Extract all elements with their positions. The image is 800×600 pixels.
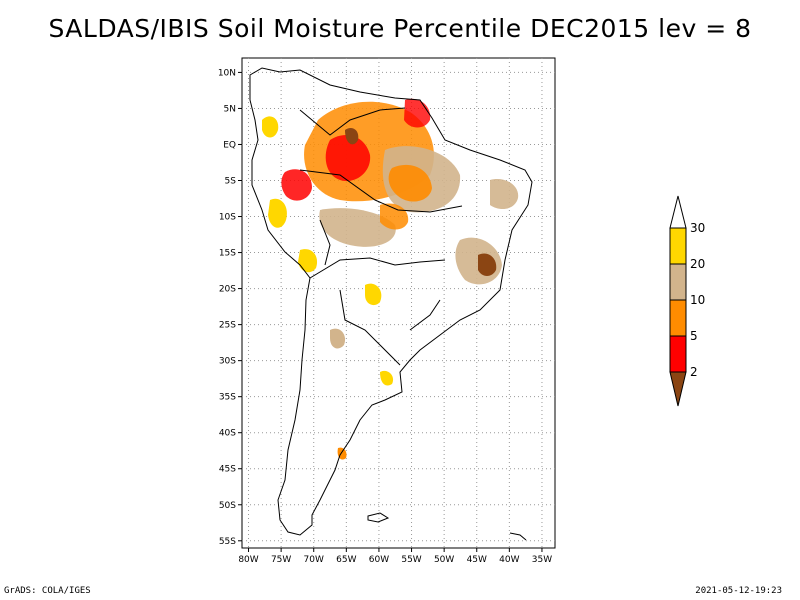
lat-tick-label: 40S xyxy=(219,429,236,439)
shade-region xyxy=(478,253,497,276)
lat-tick-label: 10S xyxy=(219,213,236,223)
lon-tick-label: 60W xyxy=(369,555,389,565)
shade-region xyxy=(330,328,346,349)
colorbar-label: 30 xyxy=(690,221,705,235)
lon-tick-label: 70W xyxy=(304,555,324,565)
country-border xyxy=(309,257,446,279)
island-outline xyxy=(367,512,390,523)
colorbar-label: 2 xyxy=(690,365,698,379)
lon-tick-label: 75W xyxy=(271,555,291,565)
lon-tick-label: 40W xyxy=(499,555,519,565)
latitude-tick-labels: 10N 5N EQ 5S 10S 15S 20S 25S 30S 35S 40S 45S 50S 55S xyxy=(218,68,236,546)
longitude-tick-labels: 80W 75W 70W 65W 60W 55W 50W 45W 40W 35W xyxy=(238,555,552,565)
colorbar-bin-2to5 xyxy=(669,335,687,373)
shade-region xyxy=(281,169,312,201)
colorbar-bottom-triangle xyxy=(669,371,687,407)
lat-tick-label: 30S xyxy=(219,357,236,367)
footer-credit: GrADS: COLA/IGES xyxy=(4,586,91,596)
country-border xyxy=(319,219,331,266)
shade-region xyxy=(268,198,287,228)
lat-tick-label: 25S xyxy=(219,321,236,331)
colorbar xyxy=(669,195,687,407)
footer-timestamp: 2021-05-12-19:23 xyxy=(695,586,782,596)
lon-tick-label: 55W xyxy=(401,555,421,565)
shade-region xyxy=(319,208,396,247)
lat-tick-label: 15S xyxy=(219,249,236,259)
lat-tick-label: 50S xyxy=(219,501,236,511)
coastlines xyxy=(249,67,533,541)
map-title: SALDAS/IBIS Soil Moisture Percentile DEC… xyxy=(48,14,752,43)
lon-tick-label: 50W xyxy=(434,555,454,565)
colorbar-label: 5 xyxy=(690,329,698,343)
colorbar-top-triangle xyxy=(669,195,687,229)
shade-region xyxy=(298,249,318,273)
shade-region xyxy=(325,135,371,182)
country-border xyxy=(299,169,463,213)
lon-tick-label: 35W xyxy=(532,555,552,565)
lat-tick-label: 5N xyxy=(224,104,236,114)
country-border xyxy=(339,289,401,366)
shade-region xyxy=(345,128,359,145)
shade-region xyxy=(365,283,382,306)
colorbar-label: 20 xyxy=(690,257,705,271)
colorbar-label: 10 xyxy=(690,293,705,307)
lon-tick-label: 65W xyxy=(336,555,356,565)
lat-tick-label: 35S xyxy=(219,393,236,403)
lat-tick-label: 10N xyxy=(218,68,236,78)
country-border xyxy=(409,299,441,331)
lat-tick-label: 20S xyxy=(219,285,236,295)
island-outline xyxy=(509,532,527,541)
colorbar-bin-5to10 xyxy=(669,299,687,337)
colorbar-bin-10to20 xyxy=(669,263,687,301)
percentile-shading xyxy=(262,98,519,460)
continent-outline xyxy=(249,67,533,536)
lat-tick-label: 55S xyxy=(219,537,236,547)
colorbar-labels: 2 5 10 20 30 xyxy=(690,221,705,379)
country-border xyxy=(299,107,406,136)
shade-region xyxy=(388,164,432,202)
lat-tick-label: EQ xyxy=(223,140,236,150)
lon-tick-label: 45W xyxy=(467,555,487,565)
lon-tick-label: 80W xyxy=(238,555,258,565)
shade-region xyxy=(262,116,279,138)
shade-region xyxy=(380,370,394,386)
shade-region xyxy=(490,179,519,210)
graticule xyxy=(238,58,555,552)
lat-tick-label: 45S xyxy=(219,465,236,475)
lat-tick-label: 5S xyxy=(225,177,237,187)
colorbar-bin-20to30 xyxy=(669,227,687,265)
